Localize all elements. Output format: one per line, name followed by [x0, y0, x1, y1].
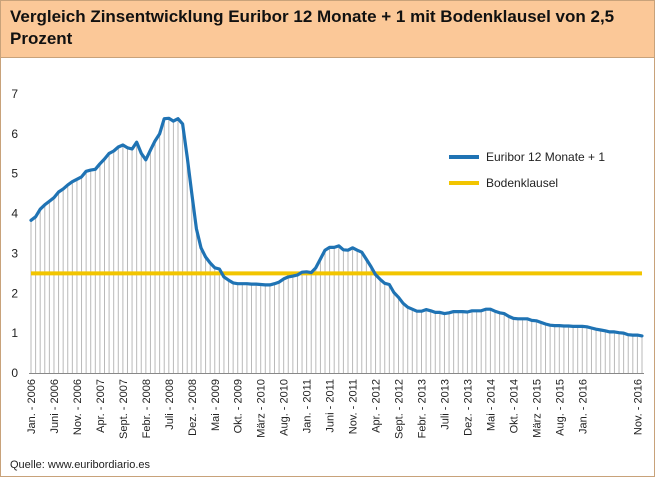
x-tick-label: Mai - 2009 — [210, 379, 222, 431]
x-tick-label: Nov. - 2016 — [632, 379, 644, 435]
x-tick-label: Okt. - 2009 — [233, 379, 245, 433]
x-tick-label: Mai - 2014 — [485, 379, 497, 431]
y-tick-label: 0 — [11, 366, 18, 380]
plot-area: 0 1 2 3 4 5 6 7 Jan. - 2006 Juni - 2006 Nov. - 200… — [1, 58, 654, 451]
euribor-line — [29, 116, 644, 338]
chart-svg: 0 1 2 3 4 5 6 7 Jan. - 2006 Juni - 2006 Nov. - 200… — [11, 87, 644, 439]
x-tick-label: Sept. - 2012 — [394, 379, 406, 439]
x-tick-label: März - 2010 — [256, 379, 268, 438]
x-tick-label: Juni - 2006 — [49, 379, 61, 433]
y-tick-label: 5 — [11, 167, 18, 181]
x-tick-label: Apr. - 2012 — [371, 379, 383, 433]
x-tick-label: Jan. - 2006 — [26, 379, 38, 434]
y-tick-label: 6 — [11, 127, 18, 141]
y-tick-label: 2 — [11, 286, 18, 300]
x-tick-label: Juli - 2008 — [164, 379, 176, 430]
x-tick-label: Aug. - 2010 — [279, 379, 291, 436]
x-tick-label: Febr. - 2013 — [417, 379, 429, 438]
x-tick-label: Nov. - 2011 — [348, 379, 360, 434]
x-tick-label: Juli - 2013 — [440, 379, 452, 430]
chart-title: Vergleich Zinsentwicklung Euribor 12 Mon… — [10, 7, 615, 48]
x-tick-label: Febr. - 2008 — [141, 379, 153, 438]
y-tick-label: 3 — [11, 246, 18, 260]
chart-header: Vergleich Zinsentwicklung Euribor 12 Mon… — [1, 1, 654, 58]
source-note: Quelle: www.euribordiario.es — [10, 459, 151, 471]
x-tick-label: Nov. - 2006 — [72, 379, 84, 435]
x-tick-label: März - 2015 — [531, 379, 543, 438]
x-tick-label: Apr. - 2007 — [95, 379, 107, 433]
x-tick-label: Dez. - 2008 — [187, 379, 199, 436]
x-tick-label: Juni - 2011 — [325, 379, 337, 433]
x-tick-label: Aug. - 2015 — [554, 379, 566, 436]
y-tick-label: 7 — [11, 87, 18, 101]
legend: Euribor 12 Monate + 1 Bodenklausel — [449, 150, 605, 190]
y-tick-label: 4 — [11, 207, 18, 221]
x-tick-label: Okt. - 2014 — [508, 379, 520, 433]
x-tick-label: Jan. - 2016 — [577, 379, 589, 434]
legend-label-bodenklausel: Bodenklausel — [486, 176, 558, 190]
x-tick-label: Dez. - 2013 — [462, 379, 474, 436]
y-tick-label: 1 — [11, 326, 18, 340]
legend-label-euribor: Euribor 12 Monate + 1 — [486, 150, 605, 164]
x-tick-label: Jan. - 2011 — [302, 379, 314, 433]
x-tick-label: Sept. - 2007 — [118, 379, 130, 439]
